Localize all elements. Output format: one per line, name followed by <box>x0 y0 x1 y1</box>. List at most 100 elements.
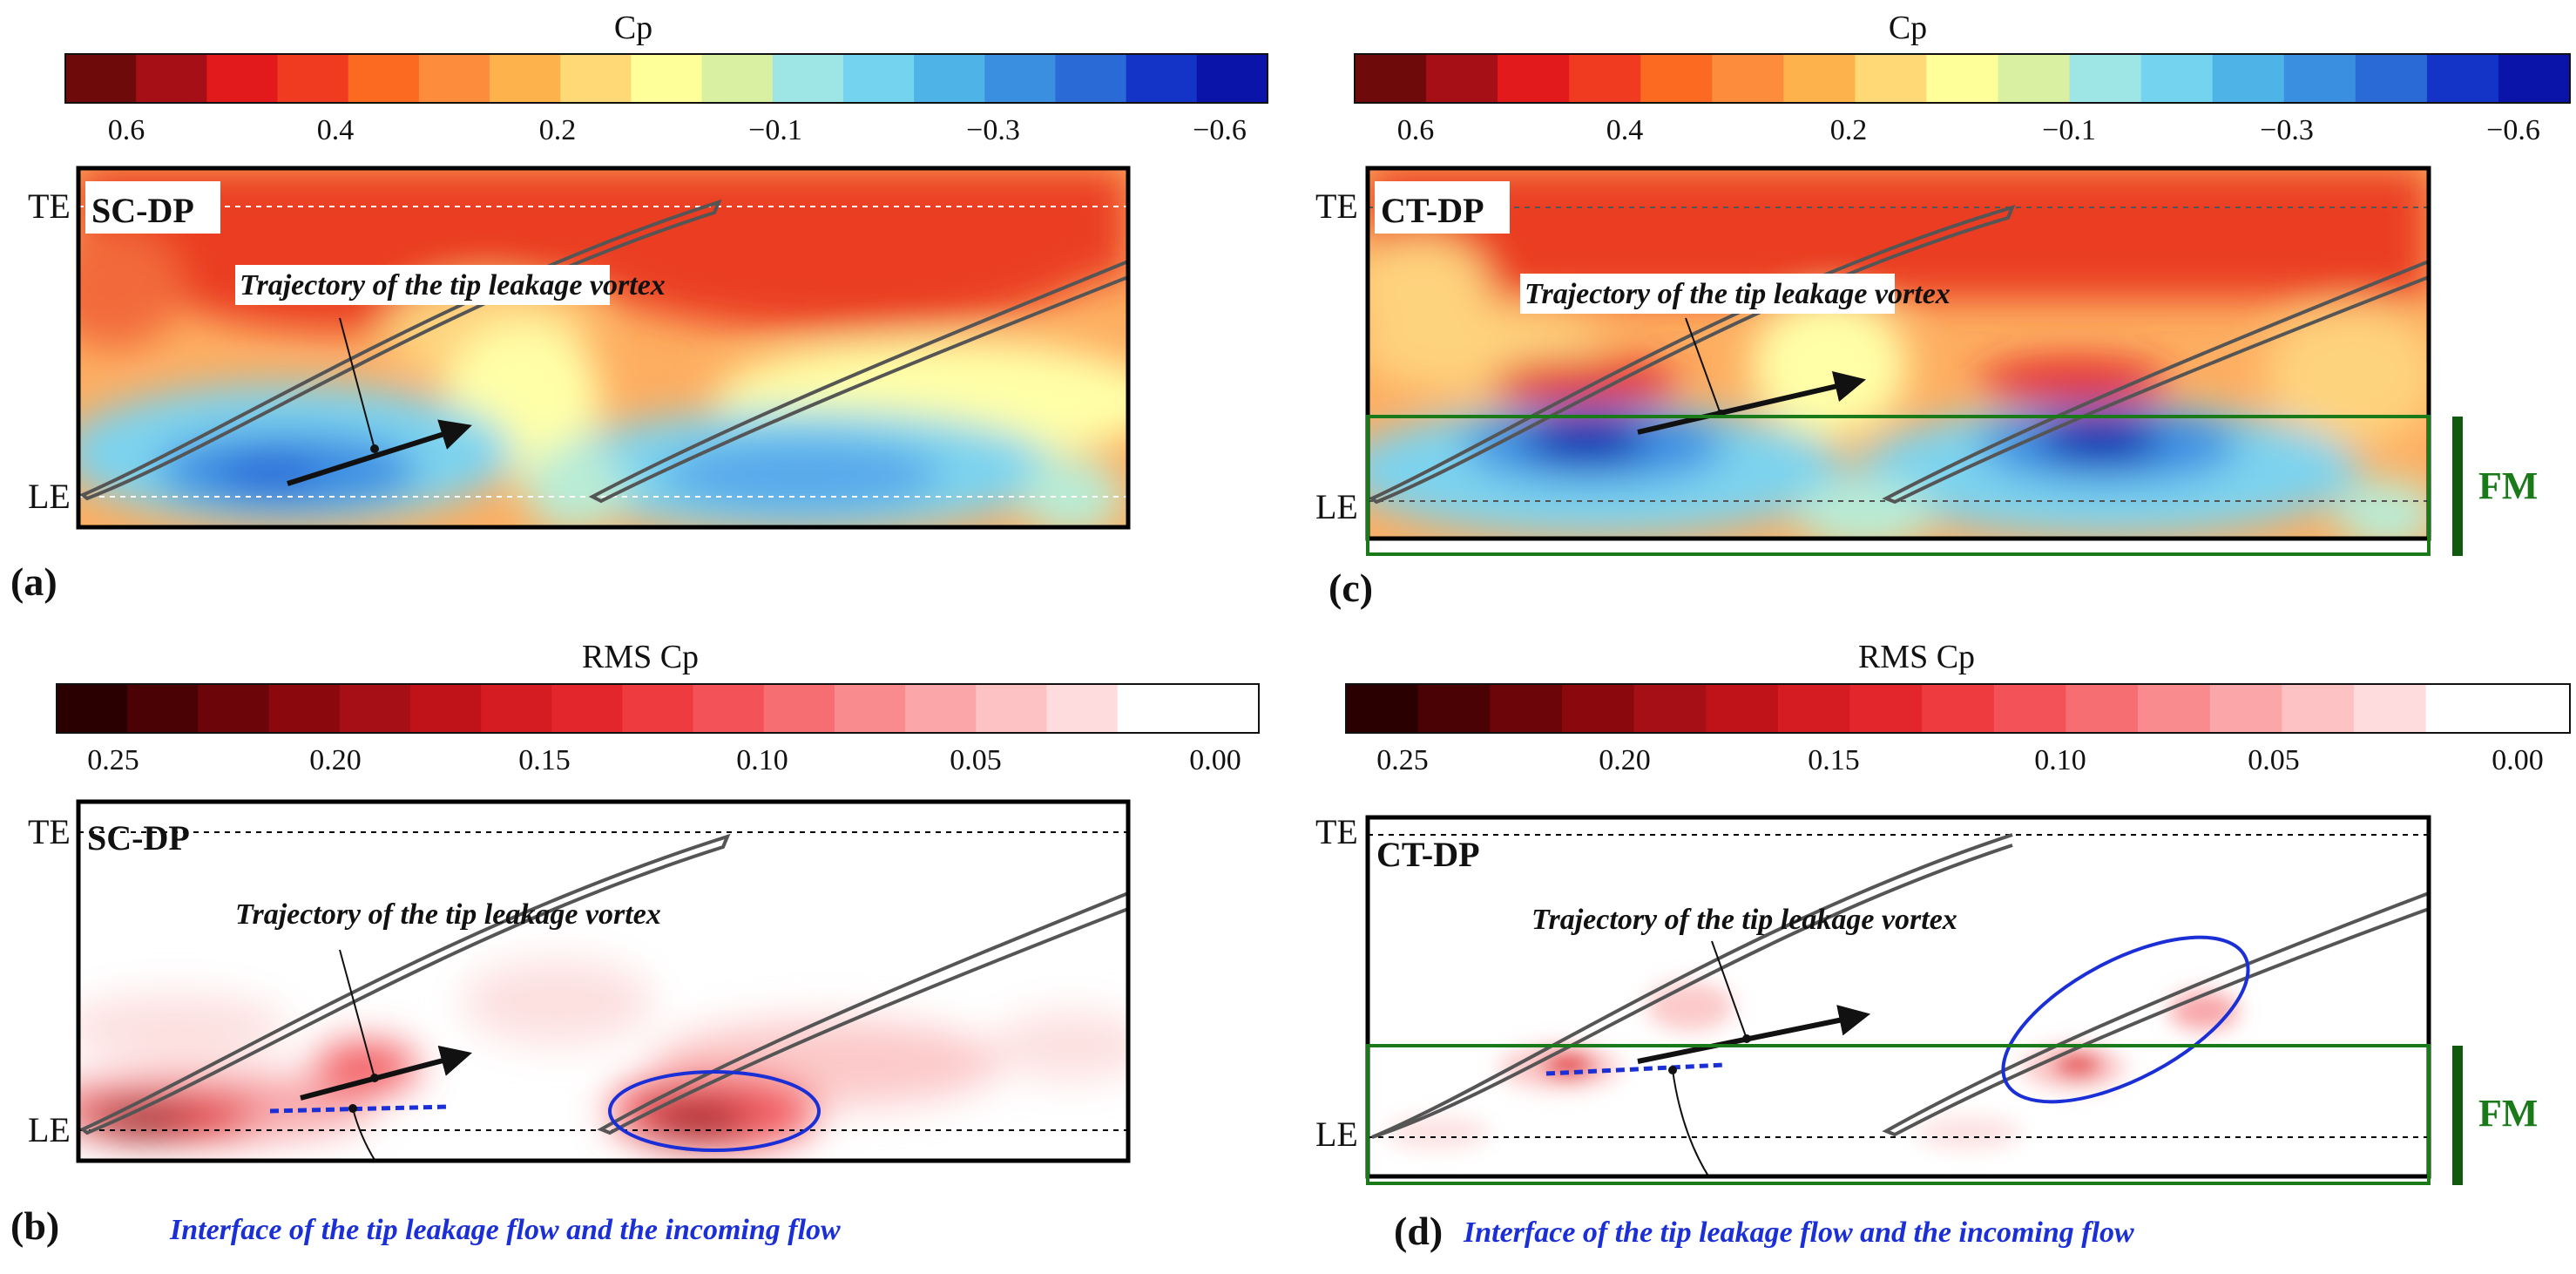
colorbar-swatch <box>1117 684 1189 733</box>
contour-field-c <box>1368 168 2429 539</box>
colorbar-swatch <box>1998 54 2071 103</box>
colorbar-swatch <box>2426 54 2499 103</box>
colorbar-tick-label: 0.2 <box>1830 114 1868 146</box>
colorbar-tick-label: 0.6 <box>108 114 145 146</box>
axis-te-a: TE <box>28 186 71 226</box>
colorbar-swatch <box>2498 54 2571 103</box>
panel-letter-a: (a) <box>10 559 57 604</box>
colorbar-tick-label: 0.10 <box>736 744 788 776</box>
colorbar-swatch <box>2354 684 2427 733</box>
panel-tag-c: CT-DP <box>1381 191 1484 230</box>
colorbar-b <box>56 683 1260 734</box>
colorbar-frame <box>56 683 1260 734</box>
colorbar-swatch <box>1126 54 1198 103</box>
colorbar-swatch <box>2425 684 2498 733</box>
axis-le-b: LE <box>28 1110 71 1149</box>
colorbar-tick-label: −0.6 <box>1193 114 1247 146</box>
colorbar-ticks-a: 0.6 0.4 0.2 −0.1 −0.3 −0.6 <box>108 114 1247 146</box>
panel-d: RMS Cp 0.25 0.20 0.15 0.10 0.05 0.00 <box>1315 639 2571 1253</box>
colorbar-tick-label: −0.1 <box>2042 114 2096 146</box>
colorbar-swatch <box>2212 54 2285 103</box>
colorbar-title-c: Cp <box>1889 10 1927 46</box>
colorbar-a <box>64 53 1268 104</box>
axis-te-d: TE <box>1315 812 1358 851</box>
colorbar-tick-label: 0.15 <box>518 744 571 776</box>
axis-te-c: TE <box>1315 186 1358 226</box>
panel-tag-d: CT-DP <box>1376 835 1480 874</box>
colorbar-swatch <box>2066 684 2139 733</box>
colorbar-swatch <box>339 684 411 733</box>
contour-field-d <box>1368 817 2429 1176</box>
panel-letter-b: (b) <box>10 1203 59 1248</box>
colorbar-swatch <box>2138 684 2211 733</box>
colorbar-swatch <box>1490 684 1563 733</box>
colorbar-tick-label: 0.00 <box>2491 744 2544 776</box>
colorbar-ticks-b: 0.25 0.20 0.15 0.10 0.05 0.00 <box>87 744 1241 776</box>
colorbar-swatch <box>1706 684 1779 733</box>
colorbar-swatch <box>136 54 207 103</box>
axis-le-a: LE <box>28 477 71 516</box>
colorbar-title-b: RMS Cp <box>582 639 699 675</box>
colorbar-swatch <box>560 54 632 103</box>
panel-tag-b: SC-DP <box>87 818 190 857</box>
colorbar-swatch <box>1046 684 1119 733</box>
panel-letter-c: (c) <box>1329 566 1373 610</box>
contour-field-b <box>78 802 1128 1161</box>
colorbar-swatch <box>701 54 774 103</box>
colorbar-swatch <box>631 54 703 103</box>
colorbar-tick-label: 0.20 <box>1599 744 1651 776</box>
colorbar-swatch <box>1196 54 1268 103</box>
colorbar-swatch <box>1055 54 1127 103</box>
colorbar-swatch <box>490 54 561 103</box>
colorbar-swatch <box>481 684 552 733</box>
colorbar-title-a: Cp <box>614 10 652 46</box>
annotation-b: Trajectory of the tip leakage vortex <box>235 898 661 931</box>
colorbar-swatch <box>842 54 915 103</box>
colorbar-swatch <box>65 54 137 103</box>
colorbar-tick-label: 0.10 <box>2034 744 2086 776</box>
colorbar-swatch <box>763 684 835 733</box>
colorbar-swatch <box>1417 684 1491 733</box>
colorbar-swatch <box>2069 54 2142 103</box>
colorbar-tick-label: 0.20 <box>309 744 362 776</box>
colorbar-swatch <box>905 684 977 733</box>
colorbar-swatch <box>1569 54 1641 103</box>
colorbar-title-d: RMS Cp <box>1858 639 1975 675</box>
panel-a: Cp 0.6 0.4 0.2 −0.1 −0.3 −0.6 <box>10 10 1268 604</box>
colorbar-frame <box>1354 53 2571 104</box>
colorbar-tick-label: 0.2 <box>539 114 577 146</box>
colorbar-c <box>1354 53 2571 104</box>
colorbar-swatch <box>1355 54 1427 103</box>
colorbar-swatch <box>409 684 482 733</box>
panel-c: Cp 0.6 0.4 0.2 −0.1 −0.3 −0.6 <box>1315 10 2571 610</box>
colorbar-swatch <box>206 54 279 103</box>
axis-te-b: TE <box>28 812 71 851</box>
colorbar-d <box>1345 683 2571 734</box>
colorbar-swatch <box>1633 684 1707 733</box>
colorbar-tick-label: 0.15 <box>1808 744 1860 776</box>
panel-letter-d: (d) <box>1394 1209 1443 1253</box>
interface-annotation-b: Interface of the tip leakage flow and th… <box>169 1214 841 1246</box>
colorbar-swatch <box>277 54 349 103</box>
panel-b: RMS Cp 0.25 0.20 0.15 0.10 0.05 0.00 <box>10 639 1260 1248</box>
colorbar-swatch <box>198 684 270 733</box>
colorbar-swatch <box>1849 684 1923 733</box>
colorbar-swatch <box>2355 54 2428 103</box>
panel-tag-a: SC-DP <box>91 191 194 230</box>
colorbar-swatch <box>984 54 1056 103</box>
colorbar-swatch <box>2498 684 2571 733</box>
colorbar-swatch <box>914 54 985 103</box>
fm-label-d: FM <box>2478 1092 2538 1135</box>
colorbar-tick-label: −0.6 <box>2486 114 2540 146</box>
colorbar-swatch <box>976 684 1047 733</box>
colorbar-swatch <box>1783 54 1856 103</box>
colorbar-swatch <box>268 684 341 733</box>
colorbar-swatch <box>348 54 420 103</box>
colorbar-swatch <box>551 684 623 733</box>
colorbar-tick-label: −0.3 <box>966 114 1020 146</box>
colorbar-swatch <box>622 684 694 733</box>
contour-field-a <box>78 168 1128 527</box>
colorbar-ticks-d: 0.25 0.20 0.15 0.10 0.05 0.00 <box>1376 744 2544 776</box>
colorbar-frame <box>1345 683 2571 734</box>
